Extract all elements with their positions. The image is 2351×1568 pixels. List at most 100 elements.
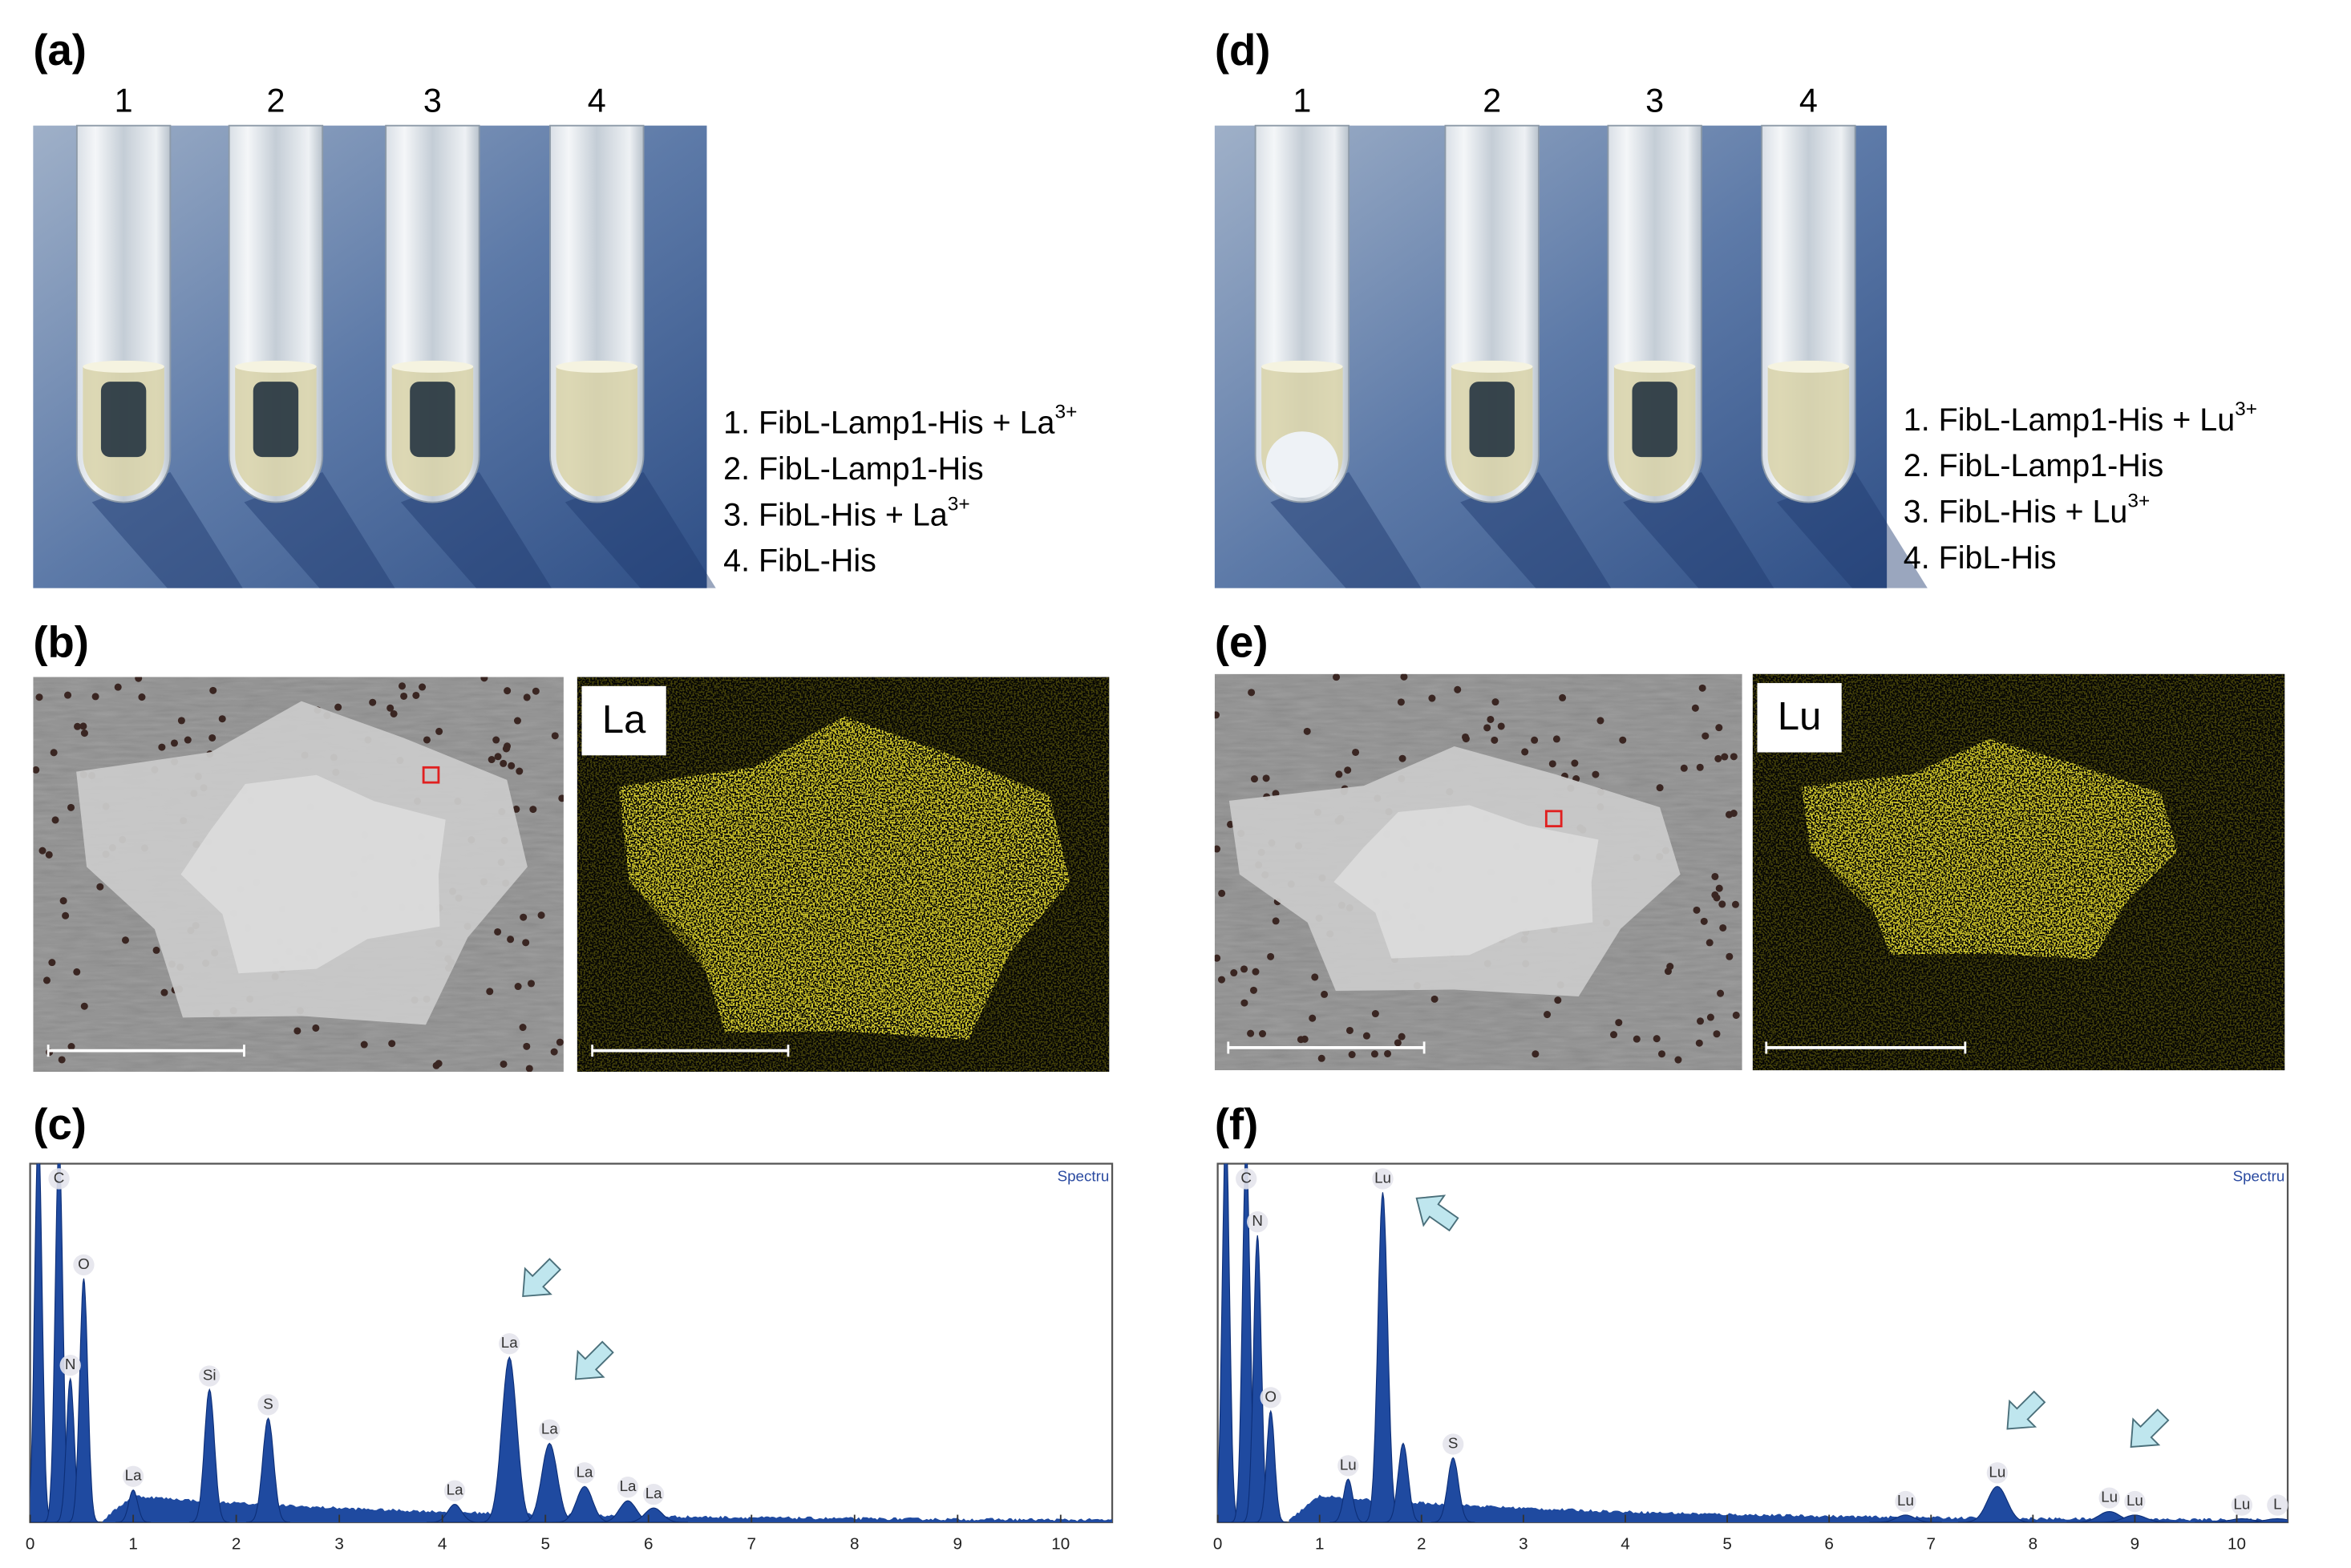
- pore: [1370, 1050, 1378, 1058]
- spectrum-frame: [1216, 1162, 2289, 1524]
- pore: [1272, 917, 1280, 925]
- pore: [1552, 735, 1560, 743]
- x-tick-label: 9: [2130, 1535, 2140, 1554]
- x-tick-label: 0: [26, 1535, 35, 1554]
- pore: [1394, 1039, 1402, 1047]
- peak-label-bg: [199, 1365, 221, 1387]
- legend-text: 4. FibL-His: [1904, 540, 2057, 576]
- x-tick-label: 5: [1722, 1535, 1732, 1554]
- pore: [1335, 770, 1343, 778]
- pore: [398, 682, 407, 690]
- arrow: [2130, 1408, 2170, 1448]
- pore: [64, 691, 72, 699]
- spectrum-title: Spectru: [2233, 1168, 2285, 1185]
- pore: [1664, 968, 1672, 976]
- sample-highlight: [180, 774, 446, 974]
- pore: [519, 1024, 527, 1032]
- legend-sup: 3+: [948, 494, 970, 515]
- pore: [1715, 884, 1723, 892]
- meniscus: [235, 360, 317, 373]
- pore: [504, 687, 512, 695]
- pore: [551, 732, 559, 740]
- peak: [619, 1507, 688, 1522]
- peak-label-bg: [73, 1254, 95, 1276]
- pore: [1317, 1054, 1325, 1062]
- pore: [50, 749, 58, 757]
- peak-label: La: [620, 1477, 637, 1494]
- tube-core: [253, 382, 299, 458]
- tube-core: [410, 382, 455, 458]
- pore: [435, 727, 443, 735]
- peak-label: N: [1252, 1212, 1263, 1229]
- x-tick-label: 8: [2029, 1535, 2037, 1554]
- meniscus: [1613, 360, 1696, 373]
- peak-label: La: [541, 1420, 558, 1437]
- pore: [1715, 724, 1723, 732]
- pore: [1730, 753, 1738, 761]
- pore: [1726, 952, 1734, 960]
- eds-signal: [1752, 673, 2285, 1071]
- pore: [1214, 845, 1221, 853]
- peak-label-bg: [443, 1480, 466, 1501]
- arrow: [2006, 1390, 2046, 1430]
- pore: [523, 693, 531, 701]
- pore: [492, 736, 500, 744]
- pore: [1653, 1035, 1661, 1043]
- pore: [1718, 900, 1726, 908]
- panel-label: (a): [33, 26, 87, 75]
- peak-label-bg: [1247, 1211, 1269, 1233]
- pore: [1717, 989, 1725, 997]
- pore: [1348, 1051, 1356, 1059]
- pore: [1218, 889, 1226, 897]
- pore: [1297, 1036, 1305, 1044]
- peak-label: La: [125, 1467, 142, 1484]
- x-tick-label: 1: [128, 1535, 138, 1554]
- pore: [1400, 673, 1408, 681]
- pore: [390, 709, 398, 717]
- pore: [1680, 764, 1688, 772]
- peak: [427, 1504, 483, 1522]
- pore: [507, 936, 515, 944]
- pore: [1397, 698, 1405, 706]
- pore: [218, 715, 226, 723]
- pore: [1693, 906, 1701, 914]
- pore: [35, 693, 43, 701]
- pore: [1695, 1039, 1703, 1047]
- pore: [1596, 717, 1604, 725]
- pore: [38, 847, 47, 855]
- pore: [1721, 753, 1729, 761]
- continuum: [1289, 1494, 2288, 1522]
- spectrum-title: Spectru: [1058, 1168, 1110, 1185]
- peak: [245, 1417, 291, 1522]
- peak-label: Lu: [1989, 1463, 2005, 1480]
- legend-item: 2. FibL-Lamp1-His: [1904, 449, 2164, 484]
- peak-label: La: [577, 1463, 593, 1480]
- peak: [67, 1278, 101, 1522]
- peak-label-bg: [2098, 1487, 2120, 1509]
- peak-label-bg: [642, 1483, 665, 1505]
- meniscus: [1767, 360, 1850, 373]
- meniscus: [556, 360, 638, 373]
- tube-number: 1: [1293, 82, 1311, 119]
- pore: [1698, 684, 1706, 692]
- meniscus: [1451, 360, 1533, 373]
- pore: [1214, 711, 1220, 719]
- pore: [1657, 1050, 1665, 1058]
- peak-label-bg: [257, 1394, 279, 1416]
- pore: [135, 677, 143, 682]
- pore: [1247, 1029, 1255, 1037]
- pore: [423, 736, 431, 744]
- peak-label: Lu: [1340, 1456, 1357, 1473]
- pore: [58, 1056, 66, 1064]
- pore: [1619, 736, 1627, 744]
- pore: [514, 983, 522, 991]
- pore: [334, 703, 342, 711]
- pore: [1384, 1049, 1392, 1057]
- pore: [1559, 693, 1567, 701]
- peak-label: La: [645, 1485, 662, 1501]
- pore: [1610, 1031, 1618, 1039]
- tube-number: 3: [423, 82, 442, 119]
- pore: [488, 756, 496, 764]
- pore: [45, 851, 53, 859]
